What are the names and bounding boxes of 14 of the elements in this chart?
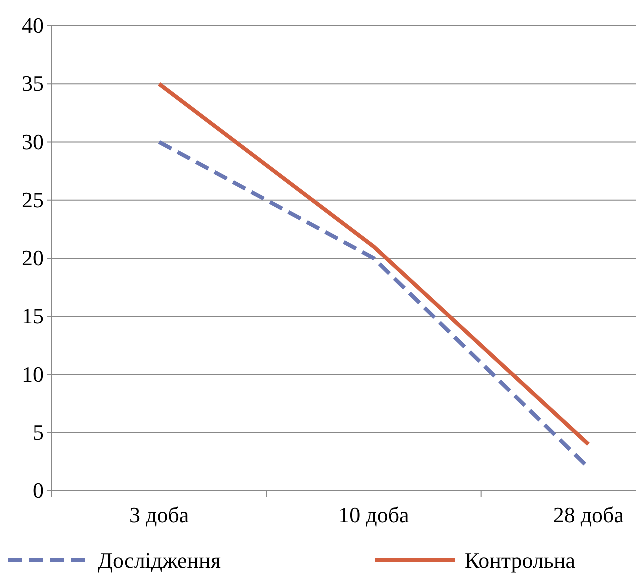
y-tick-label: 0 (33, 478, 44, 504)
y-tick-label: 20 (22, 246, 44, 271)
y-tick-label: 15 (22, 304, 44, 329)
y-tick-label: 40 (22, 13, 44, 38)
legend-label: Контрольна (465, 548, 576, 573)
y-tick-label: 30 (22, 129, 44, 154)
y-tick-label: 35 (22, 71, 44, 96)
y-tick-label: 10 (22, 362, 44, 387)
legend-label: Дослідження (98, 548, 221, 573)
y-tick-label: 25 (22, 187, 44, 212)
x-tick-label: 28 доба (553, 502, 624, 528)
y-tick-label: 5 (33, 420, 44, 445)
x-tick-label: 10 доба (338, 502, 410, 528)
x-tick-label: 3 доба (130, 502, 190, 528)
